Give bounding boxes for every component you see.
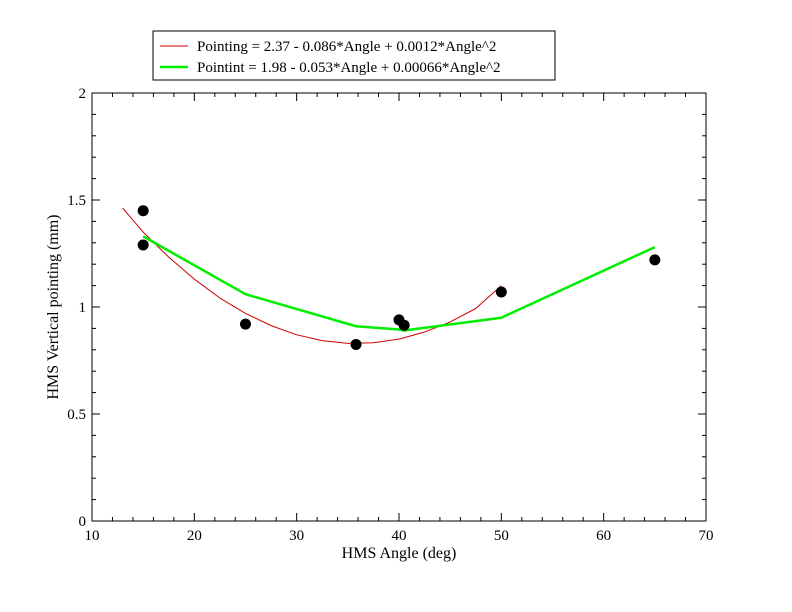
x-axis-title: HMS Angle (deg)	[342, 545, 457, 562]
x-tick-label: 30	[289, 528, 304, 544]
data-point	[137, 239, 149, 251]
y-axis-title: HMS Vertical pointing (mm)	[45, 214, 62, 399]
y-tick-label: 1.5	[67, 193, 86, 209]
y-tick-label: 0	[79, 514, 87, 530]
x-tick-label: 50	[494, 528, 509, 544]
data-point	[137, 205, 149, 217]
x-tick-label: 40	[392, 528, 407, 544]
legend: Pointing = 2.37 - 0.086*Angle + 0.0012*A…	[152, 30, 556, 81]
x-tick-label: 10	[85, 528, 100, 544]
x-tick-label: 70	[699, 528, 714, 544]
legend-label-series-2: Pointint = 1.98 - 0.053*Angle + 0.00066*…	[197, 60, 501, 76]
data-point	[240, 318, 251, 330]
ticks-layer: 10 20 30 40 50 60 70 0 0.5 1 1.5 2	[67, 86, 713, 544]
x-tick-label: 20	[187, 528, 202, 544]
data-point	[398, 319, 410, 331]
series-line-2	[142, 235, 656, 332]
legend-box	[152, 30, 556, 81]
data-point	[649, 254, 661, 266]
y-tick-label: 1	[79, 300, 87, 316]
points-layer	[137, 205, 661, 350]
y-tick-label: 0.5	[67, 407, 86, 423]
x-tick-label: 60	[596, 528, 611, 544]
data-point	[495, 286, 507, 298]
legend-label-series-1: Pointing = 2.37 - 0.086*Angle + 0.0012*A…	[197, 39, 496, 55]
series-layer	[122, 207, 656, 344]
y-tick-label: 2	[79, 86, 87, 102]
data-point	[350, 338, 362, 350]
